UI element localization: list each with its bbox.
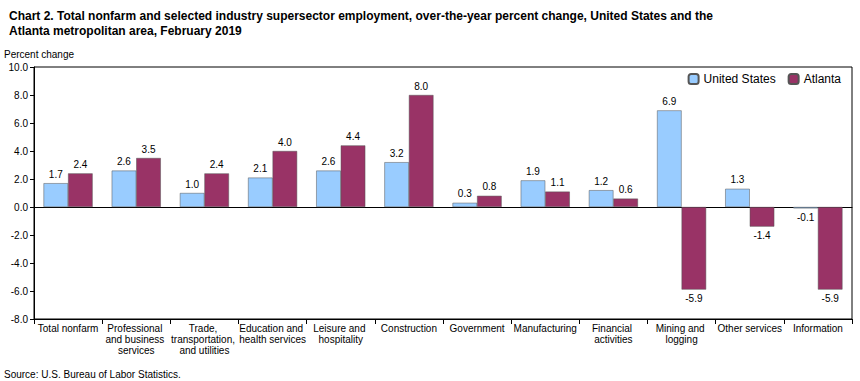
- svg-text:0.0: 0.0: [14, 202, 28, 213]
- svg-text:logging: logging: [665, 334, 697, 345]
- svg-text:4.4: 4.4: [346, 131, 360, 142]
- svg-text:-5.9: -5.9: [685, 293, 703, 304]
- svg-text:-5.9: -5.9: [822, 293, 840, 304]
- svg-text:8.0: 8.0: [414, 81, 428, 92]
- svg-text:Professional: Professional: [107, 323, 165, 334]
- svg-text:and business: and business: [105, 334, 167, 345]
- svg-text:-6.0: -6.0: [11, 286, 29, 297]
- svg-text:Leisure and: Leisure and: [313, 323, 368, 334]
- svg-text:Financial: Financial: [592, 323, 635, 334]
- svg-text:-4.0: -4.0: [11, 258, 29, 269]
- svg-text:hospitality: hospitality: [319, 334, 363, 345]
- svg-text:Government: Government: [450, 323, 505, 334]
- svg-text:2.6: 2.6: [322, 156, 336, 167]
- svg-text:transportation,: transportation,: [171, 334, 238, 345]
- svg-text:1.3: 1.3: [731, 174, 745, 185]
- svg-text:Other services: Other services: [718, 323, 782, 334]
- svg-text:2.6: 2.6: [117, 156, 131, 167]
- svg-text:activities: activities: [594, 334, 632, 345]
- svg-text:Manufacturing: Manufacturing: [514, 323, 577, 334]
- svg-text:Atlanta: Atlanta: [804, 72, 842, 86]
- svg-text:0.6: 0.6: [619, 184, 633, 195]
- svg-text:1.2: 1.2: [594, 176, 608, 187]
- svg-text:Percent change: Percent change: [4, 49, 74, 60]
- svg-text:2.4: 2.4: [73, 159, 87, 170]
- svg-text:8.0: 8.0: [14, 90, 28, 101]
- svg-text:3.2: 3.2: [390, 148, 404, 159]
- svg-text:-1.4: -1.4: [753, 230, 771, 241]
- svg-text:4.0: 4.0: [278, 137, 292, 148]
- svg-text:1.0: 1.0: [185, 179, 199, 190]
- svg-text:Mining and: Mining and: [656, 323, 708, 334]
- svg-text:United States: United States: [704, 72, 776, 86]
- svg-text:health services: health services: [239, 334, 306, 345]
- svg-text:and utilities: and utilities: [179, 345, 229, 356]
- svg-text:services: services: [118, 345, 155, 356]
- svg-text:Chart 2. Total nonfarm and sel: Chart 2. Total nonfarm and selected indu…: [9, 9, 716, 23]
- svg-text:Trade,: Trade,: [189, 323, 220, 334]
- svg-text:2.0: 2.0: [14, 174, 28, 185]
- svg-text:Atlanta metropolitan area, Feb: Atlanta metropolitan area, February 2019: [9, 24, 242, 38]
- svg-text:-0.1: -0.1: [797, 212, 815, 223]
- svg-text:6.9: 6.9: [662, 96, 676, 107]
- svg-text:0.8: 0.8: [482, 181, 496, 192]
- svg-text:Construction: Construction: [381, 323, 437, 334]
- svg-text:10.0: 10.0: [9, 62, 29, 73]
- svg-text:4.0: 4.0: [14, 146, 28, 157]
- svg-text:1.9: 1.9: [526, 166, 540, 177]
- svg-text:Information: Information: [793, 323, 843, 334]
- svg-text:1.7: 1.7: [49, 169, 63, 180]
- svg-text:-8.0: -8.0: [11, 314, 29, 325]
- svg-text:6.0: 6.0: [14, 118, 28, 129]
- svg-text:1.1: 1.1: [551, 177, 565, 188]
- svg-text:Education and: Education and: [239, 323, 306, 334]
- svg-text:Source: U.S. Bureau of Labor S: Source: U.S. Bureau of Labor Statistics.: [4, 369, 181, 380]
- svg-text:-2.0: -2.0: [11, 230, 29, 241]
- svg-text:0.3: 0.3: [458, 188, 472, 199]
- svg-text:2.4: 2.4: [210, 159, 224, 170]
- svg-text:Total nonfarm: Total nonfarm: [38, 323, 99, 334]
- svg-text:2.1: 2.1: [253, 163, 267, 174]
- svg-text:3.5: 3.5: [142, 144, 156, 155]
